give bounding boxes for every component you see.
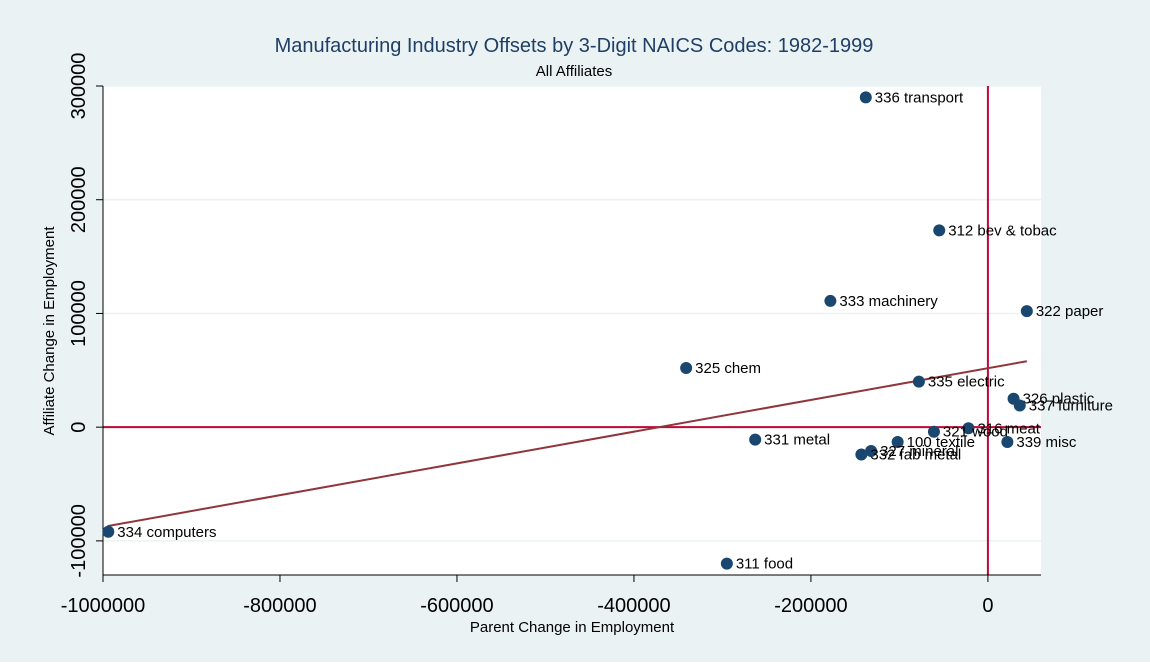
data-label-1: 312 bev & tobac xyxy=(948,222,1057,239)
x-tick-label-5: 0 xyxy=(982,595,993,617)
data-label-0: 336 transport xyxy=(875,89,964,106)
data-label-9: 321 wood xyxy=(943,424,1008,441)
data-point-9 xyxy=(927,425,940,438)
data-point-2 xyxy=(824,294,837,307)
y-tick-label-0: -100000 xyxy=(68,504,90,577)
chart-title: Manufacturing Industry Offsets by 3-Digi… xyxy=(275,35,874,57)
data-label-10: 339 misc xyxy=(1016,434,1077,451)
data-label-13: 327 mineral xyxy=(880,443,958,460)
data-point-0 xyxy=(859,91,872,104)
x-tick-label-3: -400000 xyxy=(597,595,670,617)
data-label-16: 311 food xyxy=(736,556,793,573)
fit-line xyxy=(107,360,1028,528)
axes: -1000000 -800000 -600000 -400000 -200000 0-10… xyxy=(61,53,1041,617)
data-point-4 xyxy=(680,362,693,375)
data-label-3: 322 paper xyxy=(1036,303,1104,320)
data-label-8: 316 meat xyxy=(977,420,1040,437)
data-label-15: 334 computers xyxy=(117,524,216,541)
data-label-2: 333 machinery xyxy=(839,293,938,310)
data-point-15 xyxy=(102,525,115,538)
y-tick-label-1: 0 xyxy=(68,422,90,433)
data-point-16 xyxy=(720,557,733,570)
data-label-11: 100 textile xyxy=(907,434,975,451)
data-points: 336 transport 312 bev & tobac 333 machiner… xyxy=(102,89,1113,573)
x-axis-label: Parent Change in Employment xyxy=(470,619,675,636)
data-point-14 xyxy=(855,448,868,461)
y-tick-label-2: 100000 xyxy=(68,280,90,347)
plot-area xyxy=(103,86,1041,575)
data-label-4: 325 chem xyxy=(695,360,761,377)
chart-subtitle: All Affiliates xyxy=(536,63,612,80)
data-label-5: 335 electric xyxy=(928,374,1005,391)
y-axis-label: Affiliate Change in Employment xyxy=(41,226,58,436)
data-label-6: 326 plastic xyxy=(1023,391,1095,408)
x-tick-label-0: -1000000 xyxy=(61,595,146,617)
reference-lines xyxy=(103,86,1041,575)
y-tick-label-3: 200000 xyxy=(68,166,90,233)
data-point-8 xyxy=(962,422,975,435)
data-point-7 xyxy=(1013,399,1026,412)
x-tick-label-1: -800000 xyxy=(243,595,316,617)
data-label-12: 331 metal xyxy=(764,432,830,449)
fit-line-group xyxy=(107,360,1028,528)
data-point-12 xyxy=(749,433,762,446)
data-point-3 xyxy=(1020,305,1033,318)
x-tick-label-2: -600000 xyxy=(420,595,493,617)
data-point-11 xyxy=(891,435,904,448)
x-tick-label-4: -200000 xyxy=(774,595,847,617)
y-tick-label-4: 300000 xyxy=(68,53,90,120)
data-label-7: 337 furniture xyxy=(1029,398,1113,415)
data-point-13 xyxy=(865,445,878,458)
data-point-10 xyxy=(1001,435,1014,448)
data-point-5 xyxy=(912,375,925,388)
data-label-14: 332 fab metal xyxy=(870,446,961,463)
data-point-1 xyxy=(933,224,946,237)
